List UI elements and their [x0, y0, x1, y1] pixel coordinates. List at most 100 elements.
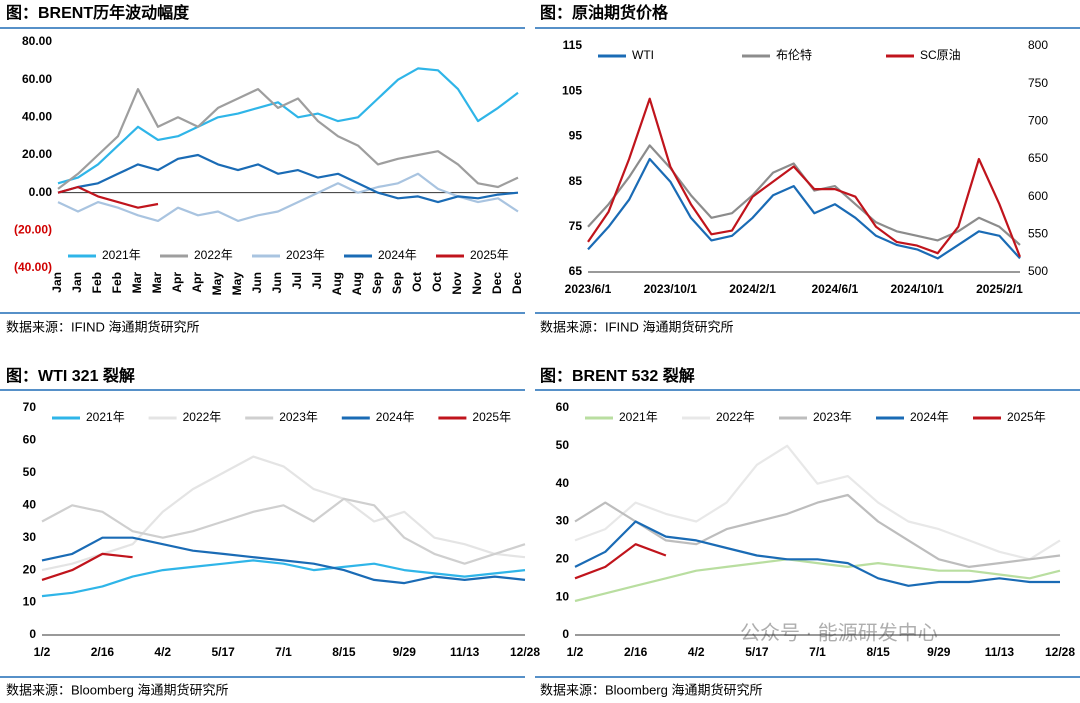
x-tick-label: 9/29: [393, 645, 417, 659]
legend-label: 2022年: [194, 248, 233, 262]
legend-label: 2025年: [1007, 410, 1046, 424]
series-line: [574, 558, 1061, 603]
chart-title: 图：原油期货价格: [540, 3, 669, 22]
legend-label: 2025年: [472, 410, 511, 424]
y-tick-label: 40: [556, 476, 570, 490]
x-tick-label: Jul: [290, 272, 304, 289]
x-tick-label: Dec: [490, 272, 504, 294]
x-tick-label: 9/29: [927, 645, 951, 659]
y2-tick-label: 800: [1028, 38, 1048, 52]
series-line: [57, 172, 519, 222]
y-tick-label: 40: [23, 497, 37, 511]
x-tick-label: Aug: [330, 272, 344, 295]
y-tick-label: 50: [556, 438, 570, 452]
chart-title: 图：BRENT 532 裂解: [540, 366, 695, 385]
source: 数据来源：IFIND 海通期货研究所: [6, 319, 200, 334]
y-tick-label: 65: [569, 264, 583, 278]
y-tick-label: 60: [23, 433, 37, 447]
chart-title: 图：BRENT历年波动幅度: [6, 3, 190, 22]
x-tick-label: Aug: [350, 272, 364, 295]
y-tick-label: 105: [562, 83, 582, 97]
x-tick-label: May: [210, 272, 224, 296]
x-tick-label: 5/17: [211, 645, 235, 659]
x-tick-label: Sep: [390, 272, 404, 294]
y2-tick-label: 600: [1028, 189, 1048, 203]
y-tick-label: 40.00: [22, 110, 52, 124]
series-line: [57, 67, 519, 185]
x-tick-label: Nov: [470, 272, 484, 295]
x-tick-label: Oct: [430, 272, 444, 292]
source: 数据来源：Bloomberg 海通期货研究所: [540, 682, 762, 697]
y-tick-label: 30: [23, 530, 37, 544]
x-tick-label: Feb: [110, 272, 124, 293]
x-tick-label: 12/28: [510, 645, 540, 659]
x-tick-label: 7/1: [275, 645, 292, 659]
watermark: 公众号 · 能源研发中心: [740, 621, 938, 644]
y-tick-label: (40.00): [14, 260, 52, 274]
y-tick-label: 75: [569, 219, 583, 233]
x-tick-label: Apr: [170, 272, 184, 293]
legend-label: WTI: [632, 48, 654, 62]
x-tick-label: Jun: [250, 272, 264, 293]
series-line: [574, 543, 667, 580]
source: 数据来源：IFIND 海通期货研究所: [540, 319, 734, 334]
x-tick-label: 2023/6/1: [565, 282, 612, 296]
series-line: [57, 153, 519, 204]
x-tick-label: 2024/10/1: [890, 282, 944, 296]
y-tick-label: 10: [23, 595, 37, 609]
y-tick-label: 115: [563, 38, 583, 52]
x-tick-label: Jan: [70, 272, 84, 293]
legend-label: SC原油: [920, 48, 961, 62]
y2-tick-label: 500: [1028, 264, 1048, 278]
x-tick-label: Sep: [370, 272, 384, 294]
x-tick-label: Nov: [450, 272, 464, 295]
y2-tick-label: 700: [1028, 114, 1048, 128]
x-tick-label: 2025/2/1: [976, 282, 1023, 296]
y-tick-label: (20.00): [14, 223, 52, 237]
x-tick-label: 8/15: [866, 645, 890, 659]
y-tick-label: 60: [556, 400, 570, 414]
y-tick-label: 30: [556, 514, 570, 528]
x-tick-label: 4/2: [688, 645, 705, 659]
x-tick-label: 11/13: [985, 645, 1015, 659]
x-tick-label: Apr: [190, 272, 204, 293]
y-tick-label: 50: [23, 465, 37, 479]
x-tick-label: 1/2: [567, 645, 584, 659]
chart-title: 图：WTI 321 裂解: [6, 366, 135, 385]
x-tick-label: 2/16: [624, 645, 648, 659]
x-tick-label: 12/28: [1045, 645, 1075, 659]
y-tick-label: 20: [23, 562, 37, 576]
series-line: [574, 444, 1061, 561]
series-line: [57, 88, 519, 190]
y-tick-label: 60.00: [22, 72, 52, 86]
legend-label: 2022年: [183, 410, 222, 424]
legend-label: 布伦特: [776, 47, 812, 62]
legend-label: 2021年: [102, 248, 141, 262]
y-tick-label: 20.00: [22, 147, 52, 161]
series-line: [57, 185, 159, 209]
legend-label: 2021年: [619, 410, 658, 424]
y-tick-label: 70: [23, 400, 37, 414]
x-tick-label: 2023/10/1: [644, 282, 698, 296]
x-tick-label: Feb: [90, 272, 104, 293]
legend-label: 2023年: [286, 248, 325, 262]
y-tick-label: 0: [29, 627, 36, 641]
legend-label: 2024年: [378, 248, 417, 262]
x-tick-label: Mar: [130, 272, 144, 294]
x-tick-label: 7/1: [809, 645, 826, 659]
series-line: [574, 493, 1061, 568]
y-tick-label: 0: [562, 627, 569, 641]
x-tick-label: 8/15: [332, 645, 356, 659]
x-tick-label: May: [230, 272, 244, 296]
y-tick-label: 10: [556, 589, 570, 603]
series-line: [587, 97, 1022, 258]
series-line: [41, 455, 526, 572]
x-tick-label: 2/16: [91, 645, 115, 659]
series-line: [41, 552, 133, 581]
x-tick-label: Jul: [310, 272, 324, 289]
series-line: [574, 520, 1060, 587]
series-line: [41, 536, 526, 585]
x-tick-label: Mar: [150, 272, 164, 294]
x-tick-label: 4/2: [154, 645, 171, 659]
x-tick-label: 2024/6/1: [811, 282, 858, 296]
